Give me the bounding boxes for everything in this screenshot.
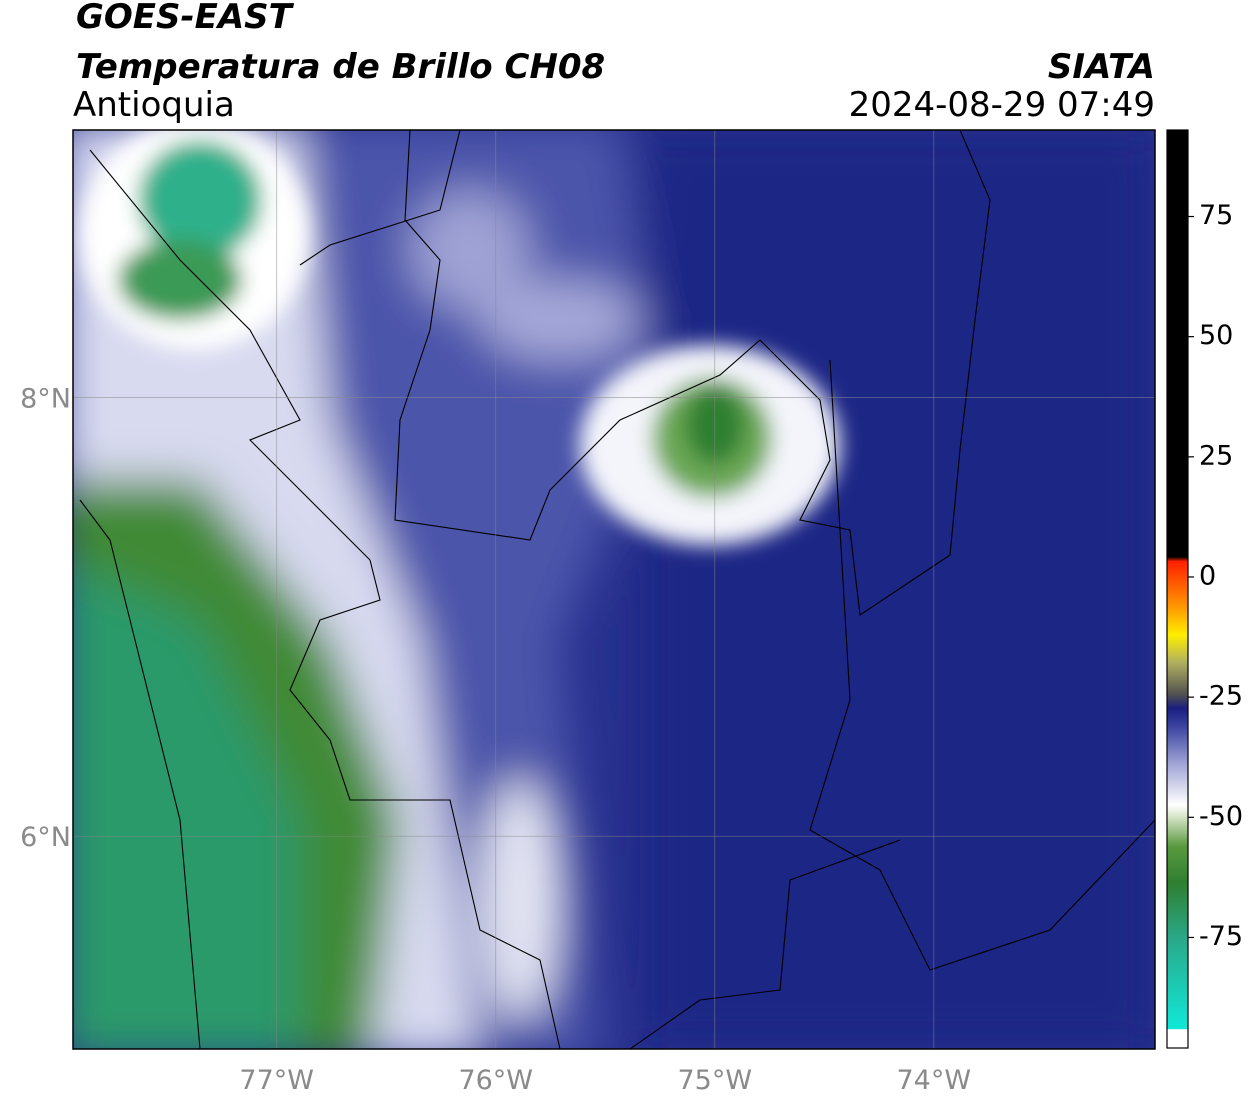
y-tick-label: 6°N bbox=[20, 822, 71, 853]
region: Antioquia bbox=[73, 85, 235, 125]
colorbar-tick-label: 0 bbox=[1199, 560, 1216, 591]
x-tick-label: 75°W bbox=[677, 1065, 752, 1096]
colorbar-tick-label: 50 bbox=[1199, 320, 1233, 351]
colorbar-tick-label: -25 bbox=[1199, 681, 1243, 712]
x-tick-label: 76°W bbox=[458, 1065, 533, 1096]
colorbar-tick-label: 75 bbox=[1199, 200, 1233, 231]
title: GOES-EAST bbox=[76, 0, 295, 37]
colorbar-tick-label: -50 bbox=[1199, 801, 1243, 832]
map-image bbox=[73, 130, 1155, 1049]
x-tick-label: 74°W bbox=[897, 1065, 972, 1096]
subtitle: Temperatura de Brillo CH08 bbox=[76, 47, 605, 87]
x-tick-label: 77°W bbox=[239, 1065, 314, 1096]
colorbar bbox=[1166, 129, 1189, 1049]
colorbar-tick-label: -75 bbox=[1199, 921, 1243, 952]
timestamp: 2024-08-29 07:49 bbox=[849, 85, 1155, 125]
source: SIATA bbox=[1048, 47, 1155, 87]
colorbar-tick-label: 25 bbox=[1199, 440, 1233, 471]
y-tick-label: 8°N bbox=[20, 384, 71, 415]
map-frame bbox=[72, 129, 1156, 1050]
grid bbox=[73, 130, 1155, 1049]
